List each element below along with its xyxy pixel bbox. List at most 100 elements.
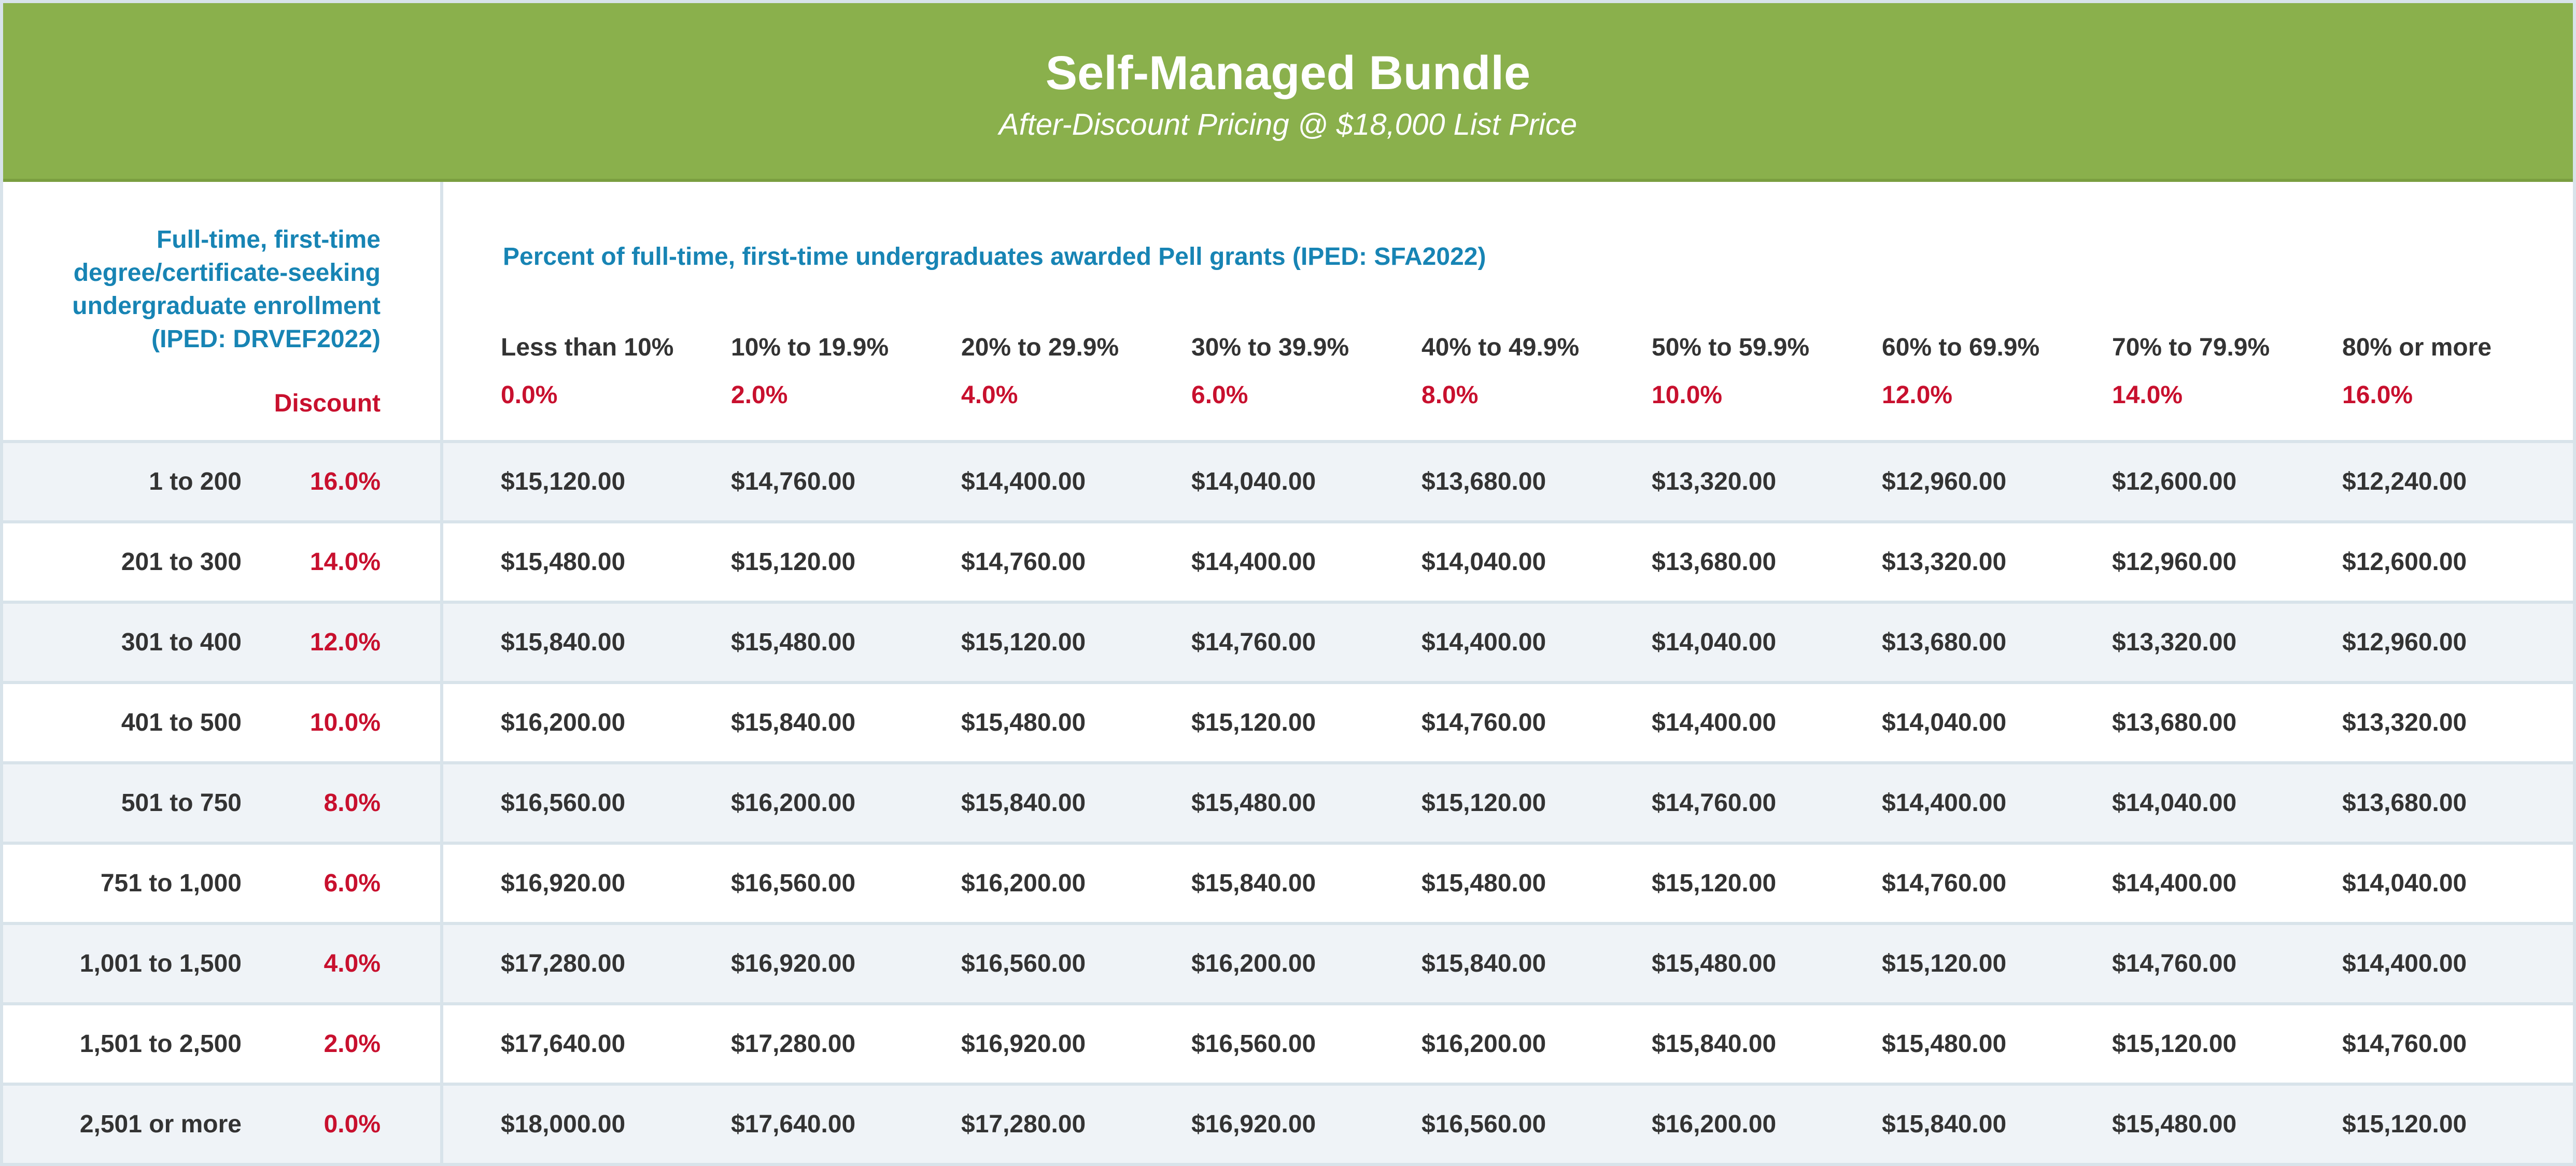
pell-range-label: Less than 10% xyxy=(501,334,674,361)
price-cell: $13,320.00 xyxy=(2342,709,2467,736)
pell-range-label: 60% to 69.9% xyxy=(1882,334,2040,361)
price-cell: $12,600.00 xyxy=(2342,548,2467,576)
price-cell: $16,920.00 xyxy=(961,1030,1086,1058)
price-cell: $12,600.00 xyxy=(2112,468,2237,495)
table-row: 401 to 500 10.0% $16,200.00 $15,840.00 $15,4… xyxy=(3,684,2573,764)
price-cell: $15,480.00 xyxy=(2112,1111,2237,1138)
price-cell: $16,920.00 xyxy=(731,950,856,977)
pell-range-label: 50% to 59.9% xyxy=(1652,334,1810,361)
price-cell: $15,840.00 xyxy=(1882,1111,2007,1138)
price-cell: $15,480.00 xyxy=(1652,950,1777,977)
price-cell: $15,480.00 xyxy=(1191,789,1316,817)
enrollment-range: 501 to 750 xyxy=(121,789,242,817)
enrollment-range: 1 to 200 xyxy=(149,468,242,495)
pell-column-header: 50% to 59.9% 10.0% xyxy=(1652,332,1880,411)
price-cell: $13,320.00 xyxy=(1652,468,1777,495)
price-cell: $12,960.00 xyxy=(2342,629,2467,656)
price-cell: $17,280.00 xyxy=(961,1111,1086,1138)
price-cell: $13,680.00 xyxy=(1421,468,1546,495)
price-cell: $17,280.00 xyxy=(501,950,626,977)
price-cell: $14,760.00 xyxy=(1882,870,2007,897)
price-cell: $16,560.00 xyxy=(1421,1111,1546,1138)
price-cell: $12,960.00 xyxy=(2112,548,2237,576)
price-cell: $16,920.00 xyxy=(501,870,626,897)
page-title: Self-Managed Bundle xyxy=(1045,47,1531,99)
price-cell: $15,840.00 xyxy=(1421,950,1546,977)
pell-column-header: 30% to 39.9% 6.0% xyxy=(1191,332,1419,411)
pell-column-header: 60% to 69.9% 12.0% xyxy=(1882,332,2110,411)
enrollment-discount: 16.0% xyxy=(309,468,381,495)
price-cell: $16,560.00 xyxy=(731,870,856,897)
price-cell: $15,480.00 xyxy=(1882,1030,2007,1058)
price-cell: $18,000.00 xyxy=(501,1111,626,1138)
pell-range-label: 30% to 39.9% xyxy=(1191,334,1349,361)
price-cell: $15,840.00 xyxy=(1652,1030,1777,1058)
pell-range-label: 20% to 29.9% xyxy=(961,334,1119,361)
enrollment-discount: 0.0% xyxy=(323,1111,381,1138)
price-cell: $15,480.00 xyxy=(731,629,856,656)
table-row: 201 to 300 14.0% $15,480.00 $15,120.00 $14,7… xyxy=(3,523,2573,604)
column-divider xyxy=(440,182,443,1166)
price-cell: $14,400.00 xyxy=(1421,629,1546,656)
price-cell: $16,200.00 xyxy=(501,709,626,736)
price-cell: $13,680.00 xyxy=(1652,548,1777,576)
price-cell: $13,680.00 xyxy=(1882,629,2007,656)
page-subtitle: After-Discount Pricing @ $18,000 List Pr… xyxy=(998,108,1578,141)
price-cell: $14,760.00 xyxy=(961,548,1086,576)
price-cell: $16,560.00 xyxy=(961,950,1086,977)
price-cell: $14,760.00 xyxy=(1191,629,1316,656)
price-cell: $13,320.00 xyxy=(1882,548,2007,576)
price-cell: $14,040.00 xyxy=(1421,548,1546,576)
price-cell: $13,320.00 xyxy=(2112,629,2237,656)
pell-column-header: Less than 10% 0.0% xyxy=(501,332,729,411)
price-cell: $16,920.00 xyxy=(1191,1111,1316,1138)
price-cell: $15,840.00 xyxy=(731,709,856,736)
enrollment-range: 751 to 1,000 xyxy=(100,870,242,897)
price-cell: $12,240.00 xyxy=(2342,468,2467,495)
table-row: 1 to 200 16.0% $15,120.00 $14,760.00 $14,400… xyxy=(3,443,2573,523)
enrollment-discount: 8.0% xyxy=(323,789,381,817)
enrollment-range: 2,501 or more xyxy=(79,1111,242,1138)
price-cell: $14,040.00 xyxy=(1652,629,1777,656)
price-cell: $14,400.00 xyxy=(1652,709,1777,736)
enrollment-range: 1,501 to 2,500 xyxy=(79,1030,242,1058)
table-row: 501 to 750 8.0% $16,560.00 $16,200.00 $15,84… xyxy=(3,764,2573,845)
price-cell: $16,200.00 xyxy=(961,870,1086,897)
pell-column-header: 40% to 49.9% 8.0% xyxy=(1421,332,1650,411)
price-cell: $14,400.00 xyxy=(2112,870,2237,897)
price-cell: $14,760.00 xyxy=(731,468,856,495)
price-cell: $14,760.00 xyxy=(2342,1030,2467,1058)
enrollment-discount: 6.0% xyxy=(323,870,381,897)
table-row: 301 to 400 12.0% $15,840.00 $15,480.00 $15,1… xyxy=(3,604,2573,684)
price-cell: $14,040.00 xyxy=(1882,709,2007,736)
price-cell: $16,200.00 xyxy=(1421,1030,1546,1058)
pell-discount-label: 8.0% xyxy=(1421,381,1479,409)
price-cell: $15,480.00 xyxy=(501,548,626,576)
table-row: 1,501 to 2,500 2.0% $17,640.00 $17,280.00 $1… xyxy=(3,1005,2573,1086)
price-cell: $15,840.00 xyxy=(501,629,626,656)
price-cell: $15,120.00 xyxy=(731,548,856,576)
discount-header: Discount xyxy=(274,390,381,417)
price-cell: $15,120.00 xyxy=(961,629,1086,656)
enrollment-discount: 2.0% xyxy=(323,1030,381,1058)
enrollment-range: 1,001 to 1,500 xyxy=(79,950,242,977)
price-cell: $16,560.00 xyxy=(501,789,626,817)
price-cell: $14,400.00 xyxy=(1882,789,2007,817)
price-cell: $14,040.00 xyxy=(2342,870,2467,897)
price-cell: $15,120.00 xyxy=(1652,870,1777,897)
pell-discount-label: 2.0% xyxy=(731,381,788,409)
price-cell: $15,120.00 xyxy=(1882,950,2007,977)
enrollment-range: 301 to 400 xyxy=(121,629,242,656)
price-cell: $14,760.00 xyxy=(1652,789,1777,817)
price-cell: $15,120.00 xyxy=(2342,1111,2467,1138)
pell-discount-label: 0.0% xyxy=(501,381,558,409)
price-cell: $17,280.00 xyxy=(731,1030,856,1058)
pell-range-label: 40% to 49.9% xyxy=(1421,334,1580,361)
price-cell: $14,760.00 xyxy=(2112,950,2237,977)
price-cell: $14,400.00 xyxy=(1191,548,1316,576)
price-cell: $15,120.00 xyxy=(1191,709,1316,736)
price-cell: $17,640.00 xyxy=(501,1030,626,1058)
price-cell: $16,200.00 xyxy=(731,789,856,817)
price-cell: $14,400.00 xyxy=(2342,950,2467,977)
pell-range-label: 70% to 79.9% xyxy=(2112,334,2270,361)
